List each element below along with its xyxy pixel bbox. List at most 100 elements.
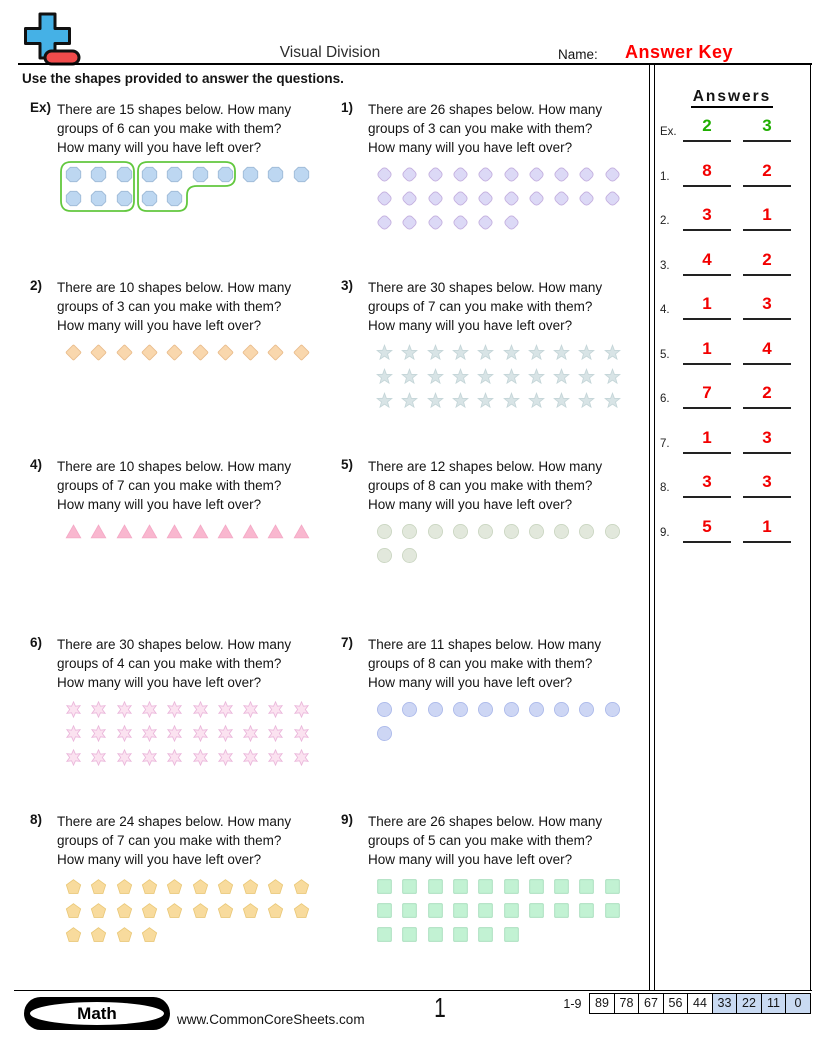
answer-groups-blank: 1 xyxy=(683,337,731,365)
triangle-icon xyxy=(192,524,208,539)
square-icon xyxy=(478,903,493,918)
triangle-icon xyxy=(166,524,183,539)
triangle-icon xyxy=(116,524,133,539)
answer-leftover-blank: 2 xyxy=(743,159,791,187)
rounded-diamond-icon xyxy=(377,167,392,182)
star5-icon xyxy=(603,368,621,385)
page-right-border xyxy=(810,65,811,991)
problem-text-line: groups of 4 can you make with them? xyxy=(57,656,282,671)
square-icon xyxy=(377,903,392,918)
shape-grid xyxy=(60,161,310,214)
square-icon xyxy=(604,903,620,918)
star5-icon xyxy=(477,344,495,361)
answer-groups-value: 3 xyxy=(702,205,712,224)
problem-text-line: groups of 7 can you make with them? xyxy=(368,299,593,314)
answer-row-1: 1. 8 2 xyxy=(660,157,810,187)
star6-icon xyxy=(243,701,259,718)
square-icon xyxy=(503,927,519,942)
star6-icon xyxy=(293,701,309,718)
problem-label: 5) xyxy=(341,457,354,472)
shape-grid xyxy=(376,701,621,749)
diamond-icon xyxy=(116,344,132,361)
answer-row-6: 6. 7 2 xyxy=(660,379,810,409)
answer-row-label: 3. xyxy=(660,259,670,272)
shape-grid xyxy=(65,878,310,950)
star5-icon xyxy=(603,392,621,409)
shape-grid xyxy=(376,523,621,571)
pentagon-icon xyxy=(167,879,183,894)
octagon-icon xyxy=(217,166,233,183)
problem-text: There are 11 shapes below. How many group… xyxy=(368,635,647,692)
circle-icon xyxy=(528,702,544,717)
octagon-icon xyxy=(91,190,107,207)
shape-grid xyxy=(65,701,310,773)
star6-icon xyxy=(268,725,284,742)
page-title: Visual Division xyxy=(279,44,381,61)
answer-groups-value: 1 xyxy=(702,427,712,447)
square-icon xyxy=(402,903,418,918)
answer-row-label: 1. xyxy=(660,170,670,183)
rounded-diamond-icon xyxy=(377,191,392,206)
star5-icon xyxy=(477,368,495,385)
star5-icon xyxy=(553,368,571,385)
star6-icon xyxy=(167,725,183,742)
answer-leftover-value: 3 xyxy=(762,427,772,447)
circle-icon xyxy=(528,524,544,539)
answer-row-5: 5. 1 4 xyxy=(660,335,810,365)
star6-icon xyxy=(192,725,208,742)
shape-grid xyxy=(376,166,621,238)
score-cell: 44 xyxy=(687,993,713,1014)
answers-divider xyxy=(649,65,655,991)
star6-icon xyxy=(116,749,132,766)
problem-text-line: How many will you have left over? xyxy=(57,852,262,867)
shape-grid xyxy=(65,344,310,368)
star5-icon xyxy=(527,368,545,385)
answer-leftover-value: 2 xyxy=(762,249,772,269)
answer-groups-blank: 7 xyxy=(683,381,731,409)
answer-groups-blank: 2 xyxy=(683,114,731,142)
star6-icon xyxy=(167,701,183,718)
square-icon xyxy=(377,927,392,942)
footer-rule xyxy=(14,990,812,991)
star6-icon xyxy=(293,725,309,742)
star5-icon xyxy=(578,392,596,409)
circle-icon xyxy=(478,524,494,539)
problem-text-line: groups of 8 can you make with them? xyxy=(368,478,593,493)
rounded-diamond-icon xyxy=(478,167,493,182)
problem-text: There are 12 shapes below. How many group… xyxy=(368,457,647,514)
problem-text-line: groups of 7 can you make with them? xyxy=(57,833,282,848)
math-badge: Math xyxy=(24,997,170,1030)
score-cell: 78 xyxy=(613,993,640,1014)
star5-icon xyxy=(401,344,419,361)
answer-leftover-blank: 2 xyxy=(743,381,791,409)
answer-leftover-blank: 3 xyxy=(743,470,791,498)
square-icon xyxy=(529,903,544,918)
square-icon xyxy=(453,903,468,918)
problem-text: There are 15 shapes below. How many group… xyxy=(57,100,336,157)
rounded-diamond-icon xyxy=(579,191,594,206)
star6-icon xyxy=(91,701,107,718)
answer-leftover-blank: 1 xyxy=(743,203,791,231)
rounded-diamond-icon xyxy=(605,191,620,206)
star6-icon xyxy=(217,701,233,718)
pentagon-icon xyxy=(268,903,284,918)
star5-icon xyxy=(578,344,596,361)
diamond-icon xyxy=(217,344,234,361)
circle-icon xyxy=(579,524,595,539)
star6-icon xyxy=(167,749,183,766)
star5-icon xyxy=(376,368,393,385)
triangle-icon xyxy=(65,524,82,539)
problem-text-line: How many will you have left over? xyxy=(368,852,573,867)
star6-icon xyxy=(293,749,309,766)
problem-3: 3) There are 30 shapes below. How many gr… xyxy=(341,278,647,416)
rounded-diamond-icon xyxy=(428,215,443,230)
shape-grid xyxy=(65,523,310,547)
problem-label: 7) xyxy=(341,635,354,650)
problem-text: There are 26 shapes below. How many group… xyxy=(368,100,647,157)
square-icon xyxy=(478,879,493,894)
answer-row-label: 2. xyxy=(660,215,670,227)
star5-icon xyxy=(578,368,596,385)
star5-icon xyxy=(426,344,444,361)
problem-text-line: How many will you have left over? xyxy=(57,675,262,690)
